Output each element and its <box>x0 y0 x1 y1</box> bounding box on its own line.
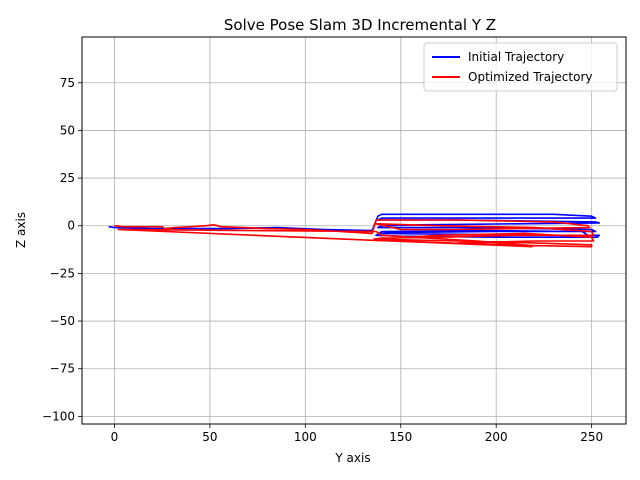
x-tick-label: 50 <box>202 430 217 444</box>
y-tick-label: 25 <box>60 171 75 185</box>
x-tick-label: 200 <box>485 430 508 444</box>
legend: Initial Trajectory Optimized Trajectory <box>423 42 618 92</box>
y-tick-label: −25 <box>50 266 75 280</box>
y-tick-label: 75 <box>60 76 75 90</box>
x-tick-label: 150 <box>389 430 412 444</box>
chart-title: Solve Pose Slam 3D Incremental Y Z <box>224 16 496 34</box>
legend-box <box>423 42 618 92</box>
x-axis-label: Y axis <box>334 451 370 465</box>
series-line-optimized-trajectory <box>114 219 595 248</box>
series-line-initial-trajectory <box>108 213 601 238</box>
y-tick-label: −100 <box>42 409 75 423</box>
legend-label-initial: Initial Trajectory <box>468 50 564 64</box>
x-tick-label: 250 <box>580 430 603 444</box>
legend-label-optimized: Optimized Trajectory <box>468 70 593 84</box>
y-tick-label: 0 <box>67 219 75 233</box>
plot-frame <box>81 36 627 425</box>
x-tick-label: 100 <box>294 430 317 444</box>
y-tick-label: 50 <box>60 123 75 137</box>
x-tick-label: 0 <box>111 430 119 444</box>
y-tick-label: −75 <box>50 362 75 376</box>
y-tick-label: −50 <box>50 314 75 328</box>
y-axis-label: Z axis <box>14 212 28 248</box>
series-layer <box>108 213 601 248</box>
